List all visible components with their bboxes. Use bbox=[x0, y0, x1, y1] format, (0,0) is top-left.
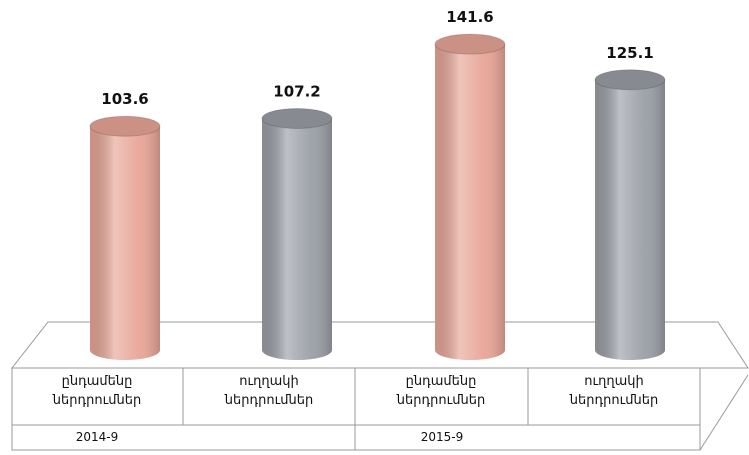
bar-top bbox=[261, 107, 333, 129]
category-label: ընդամենը ներդրումներ bbox=[396, 374, 486, 408]
bar-shade bbox=[90, 126, 160, 360]
value-label: 125.1 bbox=[606, 44, 653, 62]
table-border bbox=[11, 368, 701, 451]
bar-top bbox=[594, 69, 666, 91]
bar-shade bbox=[262, 118, 332, 360]
bar-top bbox=[89, 115, 161, 137]
value-label: 107.2 bbox=[273, 82, 320, 100]
group-label: 2014-9 bbox=[75, 430, 119, 444]
floor-side bbox=[699, 374, 749, 451]
value-label: 103.6 bbox=[101, 90, 148, 108]
bar-top-shade bbox=[262, 108, 332, 129]
value-label: 141.6 bbox=[446, 8, 493, 26]
bar-top-shade bbox=[90, 116, 160, 137]
bar-top-shade bbox=[435, 34, 505, 55]
bar-top-shade bbox=[595, 69, 665, 90]
category-label: ուղղակի ներդրումներ bbox=[569, 374, 659, 408]
group-label: 2015-9 bbox=[420, 430, 464, 444]
category-label: ընդամենը ներդրումներ bbox=[52, 374, 142, 408]
bar-top bbox=[434, 33, 506, 55]
category-label: ուղղակի ներդրումներ bbox=[224, 374, 314, 408]
bar-shade bbox=[595, 79, 665, 360]
bar-shade bbox=[435, 44, 505, 360]
